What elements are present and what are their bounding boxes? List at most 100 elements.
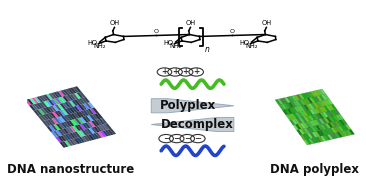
Polygon shape bbox=[59, 116, 66, 122]
Polygon shape bbox=[288, 114, 294, 119]
Polygon shape bbox=[67, 133, 74, 139]
Polygon shape bbox=[315, 102, 321, 107]
Polygon shape bbox=[56, 117, 63, 123]
Polygon shape bbox=[27, 99, 34, 105]
Text: OH: OH bbox=[261, 20, 272, 26]
Polygon shape bbox=[66, 114, 72, 120]
Polygon shape bbox=[92, 107, 99, 113]
Polygon shape bbox=[308, 92, 314, 97]
Polygon shape bbox=[301, 105, 307, 111]
Polygon shape bbox=[43, 101, 50, 107]
Polygon shape bbox=[68, 107, 75, 113]
Polygon shape bbox=[76, 131, 83, 137]
Polygon shape bbox=[334, 109, 340, 115]
Polygon shape bbox=[311, 138, 317, 143]
Polygon shape bbox=[322, 112, 328, 117]
Polygon shape bbox=[42, 121, 49, 127]
Polygon shape bbox=[63, 89, 70, 95]
Text: NH₂: NH₂ bbox=[245, 43, 258, 49]
Polygon shape bbox=[70, 88, 76, 93]
Polygon shape bbox=[86, 122, 93, 128]
Polygon shape bbox=[79, 98, 85, 104]
Polygon shape bbox=[312, 97, 318, 102]
Polygon shape bbox=[337, 120, 343, 126]
Polygon shape bbox=[29, 98, 36, 104]
Polygon shape bbox=[51, 99, 57, 105]
Polygon shape bbox=[300, 99, 306, 105]
Polygon shape bbox=[315, 90, 321, 96]
Polygon shape bbox=[308, 115, 314, 121]
Polygon shape bbox=[64, 108, 71, 114]
Polygon shape bbox=[78, 111, 85, 117]
Text: O: O bbox=[154, 29, 159, 34]
Polygon shape bbox=[80, 111, 87, 116]
Polygon shape bbox=[330, 122, 336, 127]
Polygon shape bbox=[74, 93, 81, 99]
Polygon shape bbox=[76, 99, 83, 105]
Polygon shape bbox=[71, 139, 78, 145]
Polygon shape bbox=[289, 108, 295, 113]
Polygon shape bbox=[62, 102, 68, 108]
Polygon shape bbox=[48, 106, 54, 112]
Polygon shape bbox=[74, 132, 81, 137]
Polygon shape bbox=[74, 106, 80, 112]
Polygon shape bbox=[80, 117, 86, 123]
Text: −: − bbox=[184, 134, 191, 143]
Polygon shape bbox=[69, 101, 76, 107]
Polygon shape bbox=[59, 142, 66, 148]
Polygon shape bbox=[93, 126, 100, 132]
Polygon shape bbox=[294, 107, 300, 112]
Text: n: n bbox=[205, 45, 210, 54]
Polygon shape bbox=[31, 104, 38, 110]
Polygon shape bbox=[332, 110, 338, 115]
Polygon shape bbox=[275, 99, 281, 105]
Polygon shape bbox=[315, 113, 321, 119]
Polygon shape bbox=[283, 103, 289, 109]
Polygon shape bbox=[81, 136, 87, 142]
Polygon shape bbox=[317, 96, 322, 101]
Polygon shape bbox=[318, 90, 324, 95]
Polygon shape bbox=[318, 125, 324, 130]
Polygon shape bbox=[341, 119, 347, 125]
Polygon shape bbox=[281, 104, 287, 109]
Polygon shape bbox=[326, 129, 332, 134]
Text: Decomplex: Decomplex bbox=[161, 118, 234, 131]
Text: O: O bbox=[230, 29, 235, 34]
Polygon shape bbox=[333, 115, 339, 121]
Polygon shape bbox=[38, 109, 45, 115]
Polygon shape bbox=[301, 128, 307, 134]
Polygon shape bbox=[53, 124, 60, 130]
Polygon shape bbox=[53, 131, 60, 136]
Polygon shape bbox=[70, 120, 77, 125]
Polygon shape bbox=[88, 134, 95, 140]
Polygon shape bbox=[83, 129, 90, 135]
Polygon shape bbox=[72, 87, 79, 93]
Polygon shape bbox=[313, 137, 319, 143]
Polygon shape bbox=[59, 110, 66, 116]
Polygon shape bbox=[343, 125, 348, 130]
Polygon shape bbox=[296, 118, 302, 123]
Polygon shape bbox=[62, 141, 68, 147]
Polygon shape bbox=[81, 98, 88, 103]
Polygon shape bbox=[79, 124, 86, 130]
Polygon shape bbox=[328, 128, 335, 133]
Polygon shape bbox=[319, 119, 325, 124]
Polygon shape bbox=[295, 124, 301, 129]
Polygon shape bbox=[37, 96, 43, 102]
Polygon shape bbox=[288, 102, 294, 108]
Polygon shape bbox=[63, 115, 70, 121]
Polygon shape bbox=[90, 108, 96, 114]
Polygon shape bbox=[287, 108, 293, 114]
Polygon shape bbox=[66, 108, 73, 114]
Polygon shape bbox=[309, 121, 315, 126]
Polygon shape bbox=[336, 126, 341, 132]
Polygon shape bbox=[91, 121, 98, 126]
Polygon shape bbox=[38, 102, 45, 108]
Polygon shape bbox=[290, 102, 296, 107]
Polygon shape bbox=[333, 127, 339, 132]
Text: HO: HO bbox=[164, 40, 174, 46]
Polygon shape bbox=[61, 122, 67, 128]
Polygon shape bbox=[298, 123, 303, 129]
Polygon shape bbox=[41, 102, 48, 108]
Polygon shape bbox=[339, 120, 345, 125]
